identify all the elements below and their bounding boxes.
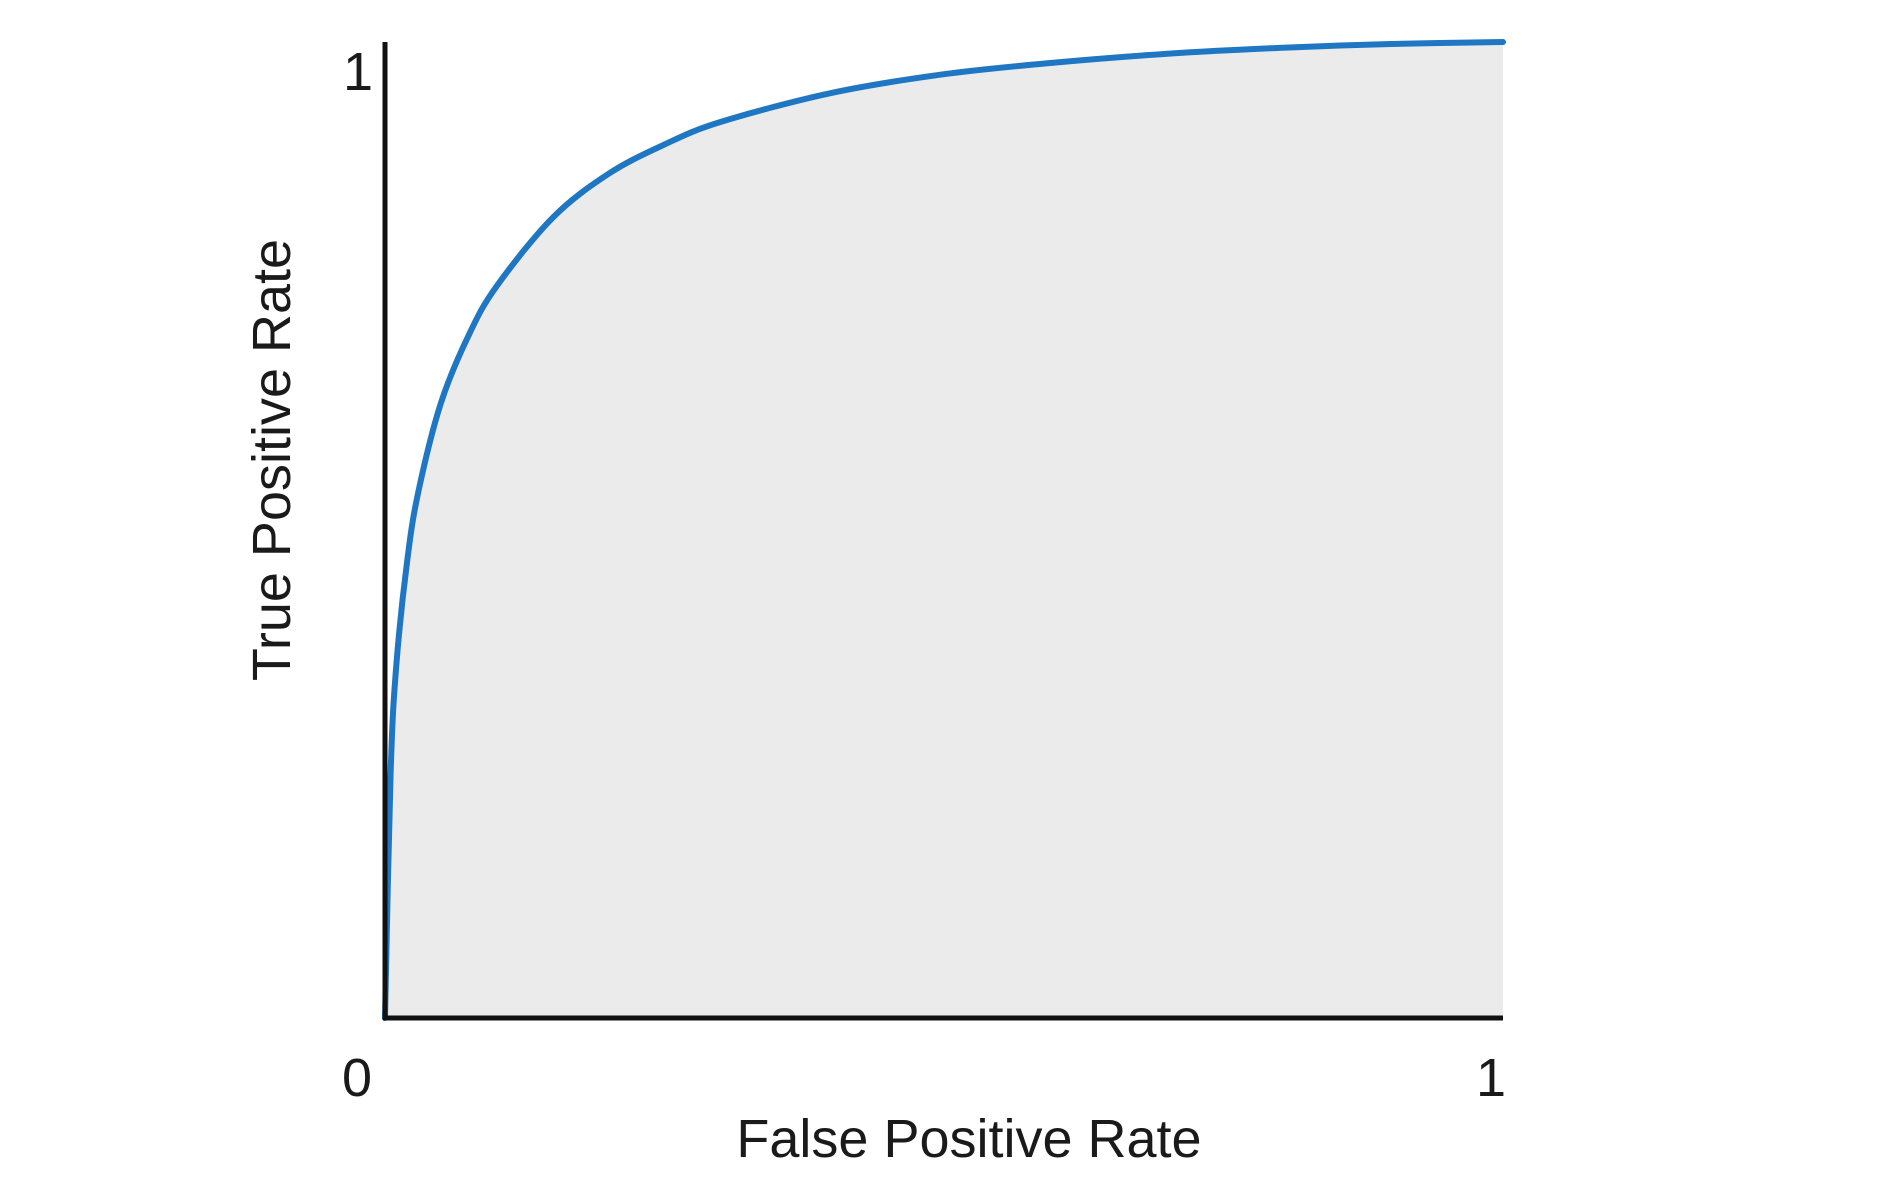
x-tick-label: 1 (1476, 1048, 1506, 1108)
x-axis-title: False Positive Rate (736, 1109, 1201, 1169)
y-tick-label: 1 (343, 42, 373, 102)
y-axis-title: True Positive Rate (242, 239, 302, 681)
x-tick-label: 0 (342, 1048, 372, 1108)
roc-curve-line (382, 39, 1506, 1021)
area-under-curve (385, 42, 1503, 1018)
